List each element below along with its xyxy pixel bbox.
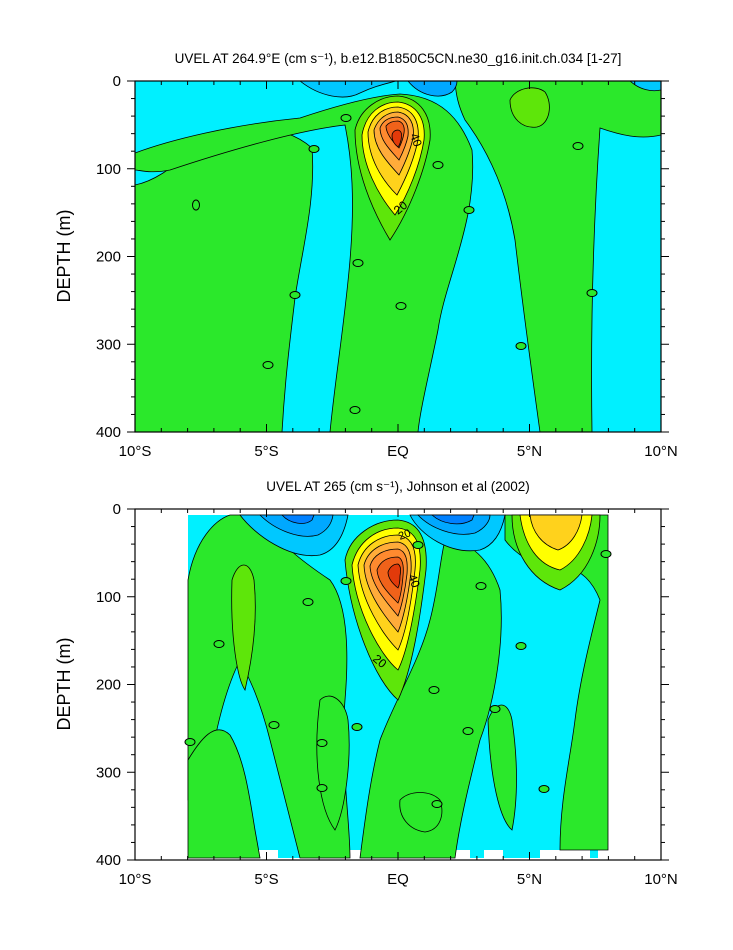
contour-label-40-model: 40 bbox=[407, 131, 425, 149]
panel-model-title: UVEL AT 264.9°E (cm s⁻¹), b.e12.B1850C5C… bbox=[175, 51, 622, 66]
euc-core-contours-obs bbox=[344, 519, 427, 701]
y-tick-label: 0 bbox=[113, 501, 121, 518]
y-tick-label: 0 bbox=[113, 73, 121, 90]
x-tick-label: 5°N bbox=[517, 871, 542, 888]
contour-label-20a-obs: 20 bbox=[397, 527, 413, 542]
y-tick-label: 300 bbox=[96, 764, 121, 781]
y-tick-label: 400 bbox=[96, 424, 121, 441]
x-tick-label: 10°N bbox=[644, 443, 678, 460]
y-tick-label: 100 bbox=[96, 161, 121, 178]
panel-obs-ylabel: DEPTH (m) bbox=[54, 638, 74, 731]
y-tick-label: 200 bbox=[96, 677, 121, 694]
contour-fill-lime-blob bbox=[509, 87, 550, 128]
x-tick-label: 10°N bbox=[644, 871, 678, 888]
contour-labels-model bbox=[192, 114, 598, 414]
y-tick-label: 400 bbox=[96, 852, 121, 869]
panel-obs-contours: 20 40 20 bbox=[135, 509, 661, 860]
panel-model-contours: 40 20 bbox=[135, 81, 661, 432]
panel-model: UVEL AT 264.9°E (cm s⁻¹), b.e12.B1850C5C… bbox=[54, 51, 678, 460]
euc-core-contours bbox=[354, 95, 431, 241]
panel-obs: UVEL AT 265 (cm s⁻¹), Johnson et al (200… bbox=[54, 479, 678, 888]
x-tick-label: 5°N bbox=[517, 443, 542, 460]
panel-model-ylabel: DEPTH (m) bbox=[54, 210, 74, 303]
x-tick-label: 5°S bbox=[254, 871, 278, 888]
x-tick-label: 10°S bbox=[119, 443, 152, 460]
contour-fill-green-east bbox=[454, 81, 661, 432]
contour-label-40-obs: 40 bbox=[405, 572, 423, 590]
contour-labels-obs bbox=[184, 541, 612, 808]
panel-obs-axes: 10°S 5°S EQ 5°N 10°N 0 100 200 300 400 bbox=[96, 501, 678, 888]
x-tick-label: EQ bbox=[387, 443, 409, 460]
x-tick-label: 5°S bbox=[254, 443, 278, 460]
panel-model-axes: 10°S 5°S EQ 5°N 10°N 0 100 200 300 400 bbox=[96, 73, 678, 460]
x-tick-label: EQ bbox=[387, 871, 409, 888]
x-tick-label: 10°S bbox=[119, 871, 152, 888]
y-tick-label: 100 bbox=[96, 589, 121, 606]
y-tick-label: 300 bbox=[96, 336, 121, 353]
panel-obs-title: UVEL AT 265 (cm s⁻¹), Johnson et al (200… bbox=[266, 479, 530, 494]
y-tick-label: 200 bbox=[96, 249, 121, 266]
